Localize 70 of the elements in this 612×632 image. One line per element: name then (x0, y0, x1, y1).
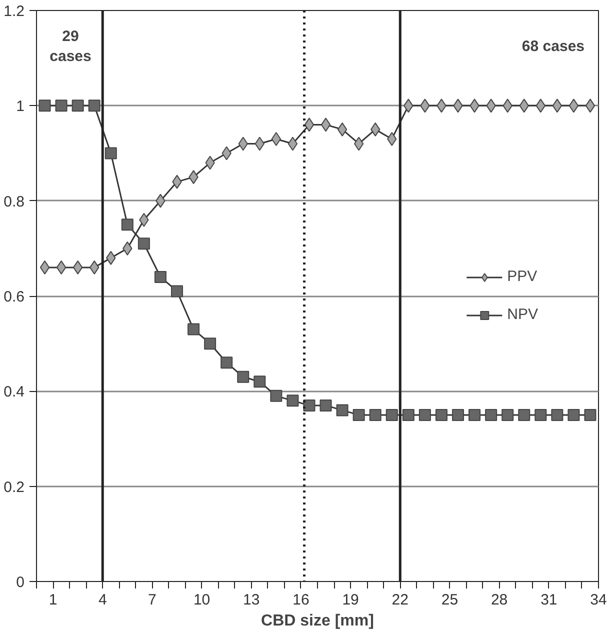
x-tick-label: 19 (342, 592, 359, 608)
point (336, 404, 348, 416)
point (288, 136, 298, 151)
y-tick-label: 1 (16, 98, 24, 116)
point (204, 338, 216, 350)
y-tick-label: 0 (16, 574, 24, 591)
y-tick-label: 0.6 (4, 288, 25, 306)
point (552, 98, 562, 113)
point (38, 100, 51, 112)
point (121, 218, 134, 231)
point (320, 399, 332, 412)
x-tick-label: 16 (292, 592, 310, 608)
y-tick-label: 1.2 (4, 3, 25, 20)
point (188, 323, 200, 336)
point (254, 376, 266, 388)
point (237, 370, 250, 383)
x-tick-label: 10 (193, 592, 210, 608)
point (352, 408, 365, 421)
point (337, 122, 348, 136)
y-tick-label: 0.8 (4, 193, 25, 210)
point (568, 98, 579, 113)
point (72, 100, 84, 112)
x-tick-label: 13 (243, 592, 260, 608)
point (534, 408, 547, 421)
point (518, 408, 530, 421)
point (502, 408, 514, 421)
point (220, 356, 233, 369)
point (171, 285, 183, 298)
point (154, 270, 166, 283)
legend-label: NPV (507, 306, 538, 323)
x-tick-label: 25 (441, 592, 458, 608)
point (72, 260, 83, 274)
point (55, 100, 68, 112)
x-axis-title: CBD size [mm] (261, 612, 374, 630)
point (320, 118, 331, 132)
point (435, 408, 448, 421)
point (88, 100, 100, 112)
legend-label: PPV (507, 268, 538, 285)
point (585, 98, 596, 113)
point (485, 408, 498, 421)
x-tick-label: 7 (148, 592, 156, 608)
point (104, 147, 117, 160)
point (568, 408, 580, 421)
annotation: 29 cases (50, 28, 92, 66)
point (402, 408, 414, 421)
point (270, 390, 282, 402)
point (418, 408, 431, 421)
point (40, 260, 50, 274)
point (304, 118, 314, 132)
x-tick-label: 4 (98, 592, 107, 608)
x-tick-label: 1 (48, 592, 58, 608)
point (56, 260, 66, 274)
annotation: 68 cases (522, 38, 585, 55)
point (286, 394, 299, 407)
y-tick-label: 0.2 (4, 478, 25, 496)
point (452, 408, 464, 421)
point (468, 408, 481, 421)
point (386, 408, 398, 421)
point (271, 132, 282, 146)
point (551, 408, 564, 421)
point (138, 238, 150, 250)
point (369, 408, 382, 421)
y-tick-label: 0.4 (4, 384, 25, 401)
point (303, 399, 316, 412)
x-tick-label: 34 (590, 592, 607, 608)
x-tick-label: 28 (490, 592, 508, 608)
x-tick-label: 31 (540, 592, 558, 608)
point (354, 136, 364, 151)
x-tick-label: 22 (392, 592, 408, 608)
point (584, 408, 596, 421)
